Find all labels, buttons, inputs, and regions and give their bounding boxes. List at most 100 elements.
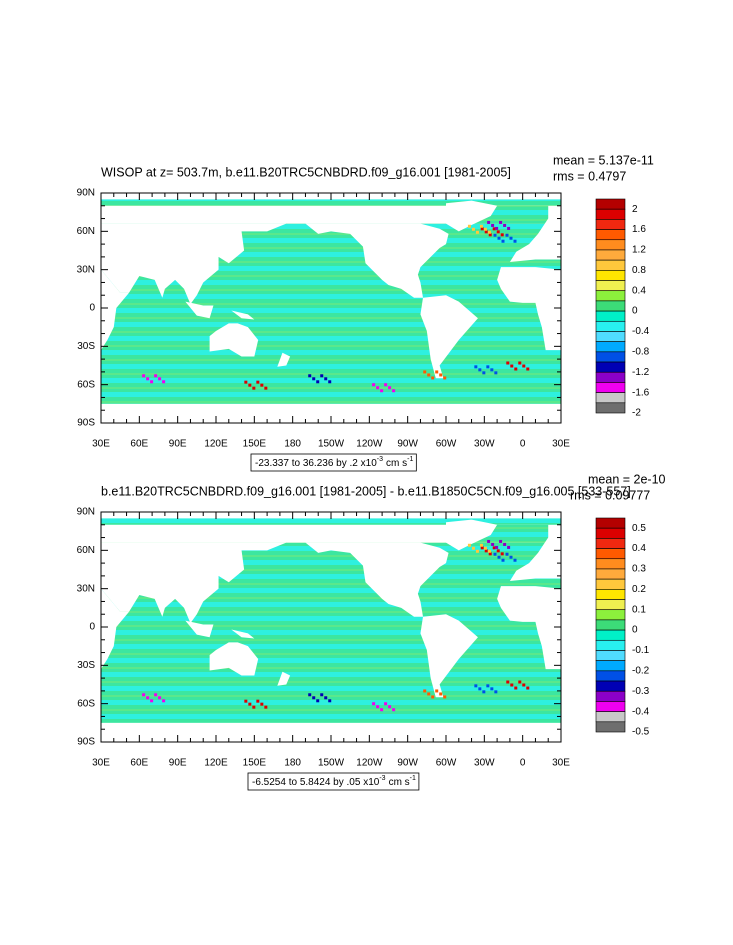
colorbar-box: [595, 517, 626, 529]
speckle: [474, 684, 478, 688]
range-exp: -3: [379, 775, 385, 782]
speckle: [252, 705, 256, 709]
speckle: [372, 383, 376, 387]
colorbar-box: [595, 198, 626, 210]
colorbar-label: -0.4: [632, 326, 650, 337]
speckle: [154, 693, 158, 697]
colorbar-label: -0.4: [632, 706, 650, 717]
colorbar-box: [595, 568, 626, 580]
speckle: [264, 386, 268, 390]
speckle: [388, 705, 392, 709]
lon-label: 120W: [356, 439, 383, 450]
range-note: -6.5254 to 5.8424 by .05 x10-3 cm s-1: [252, 775, 416, 788]
colorbar-box: [595, 639, 626, 651]
speckle: [431, 376, 435, 380]
speckle: [384, 702, 388, 706]
speckle: [500, 552, 504, 556]
speckle: [443, 695, 447, 699]
speckle: [435, 370, 439, 374]
colorbar-label: -0.1: [632, 645, 650, 656]
speckle: [507, 545, 511, 549]
lat-label: 0: [89, 303, 95, 314]
speckle: [384, 383, 388, 387]
lon-label: 150E: [243, 439, 267, 450]
colorbar-box: [595, 259, 626, 271]
land: [209, 642, 259, 676]
speckle: [518, 361, 522, 365]
colorbar-box: [595, 599, 626, 611]
colorbar-box: [595, 680, 626, 692]
speckle: [486, 365, 490, 369]
speckle: [443, 376, 447, 380]
land: [420, 614, 478, 698]
land: [446, 200, 498, 232]
lon-label: 0: [520, 439, 526, 450]
speckle: [158, 377, 162, 381]
map-panel: 90N 60N 30N 0 30S 60S 90S 30E 60E 90E 120E 150E 180 1…: [77, 472, 666, 791]
speckle: [510, 364, 514, 368]
colorbar-box: [595, 629, 626, 641]
speckle: [509, 236, 513, 240]
speckle: [487, 539, 491, 543]
lat-label: 90N: [77, 507, 95, 518]
range-unit: cm s: [386, 458, 407, 469]
speckle: [499, 539, 503, 543]
colorbar-box: [595, 660, 626, 672]
land: [497, 267, 561, 351]
speckle: [308, 374, 312, 378]
speckle: [256, 380, 260, 384]
colorbar-box: [595, 558, 626, 570]
speckle: [490, 687, 494, 691]
speckle: [423, 689, 427, 693]
mean: mean = 2e-10: [588, 472, 666, 486]
colorbar-box: [595, 229, 626, 241]
speckle: [487, 230, 491, 234]
lat-label: 60N: [77, 545, 95, 556]
speckle: [499, 220, 503, 224]
speckle: [479, 543, 483, 547]
lon-label: 90E: [169, 439, 187, 450]
land: [185, 620, 214, 638]
speckle: [248, 702, 252, 706]
speckle: [312, 377, 316, 381]
lat-label: 30S: [77, 341, 95, 352]
speckle: [427, 692, 431, 696]
colorbar-box: [595, 619, 626, 631]
speckle: [320, 374, 324, 378]
colorbar-box: [595, 721, 626, 733]
speckle: [316, 380, 320, 384]
colorbar-label: -1.6: [632, 387, 650, 398]
colorbar-label: 1.2: [632, 245, 646, 256]
colorbar-label: 0.2: [632, 584, 646, 595]
speckle: [324, 377, 328, 381]
speckle: [380, 708, 384, 712]
speckle: [431, 695, 435, 699]
colorbar-label: -2: [632, 408, 641, 419]
colorbar-box: [595, 578, 626, 590]
speckle: [506, 361, 510, 365]
range-note: -23.337 to 36.236 by .2 x10-3 cm s-1: [255, 456, 413, 469]
speckle: [439, 692, 443, 696]
colorbar-label: 0.4: [632, 543, 646, 554]
range-exp: -3: [377, 456, 383, 463]
speckle: [483, 227, 487, 231]
speckle: [142, 693, 146, 697]
colorbar-box: [595, 341, 626, 353]
lon-label: 60W: [436, 758, 457, 769]
speckle: [264, 705, 268, 709]
speckle: [316, 699, 320, 703]
speckle: [486, 684, 490, 688]
speckle: [491, 223, 495, 227]
speckle: [392, 389, 396, 393]
speckle: [423, 370, 427, 374]
speckle: [142, 374, 146, 378]
speckle: [376, 705, 380, 709]
colorbar-box: [595, 310, 626, 322]
lon-label: 120E: [204, 439, 228, 450]
speckle: [492, 546, 496, 550]
colorbar-label: 0.4: [632, 285, 646, 296]
colorbar-box: [595, 402, 626, 414]
lat-label: 60S: [77, 379, 95, 390]
lon-label: 30W: [474, 758, 495, 769]
